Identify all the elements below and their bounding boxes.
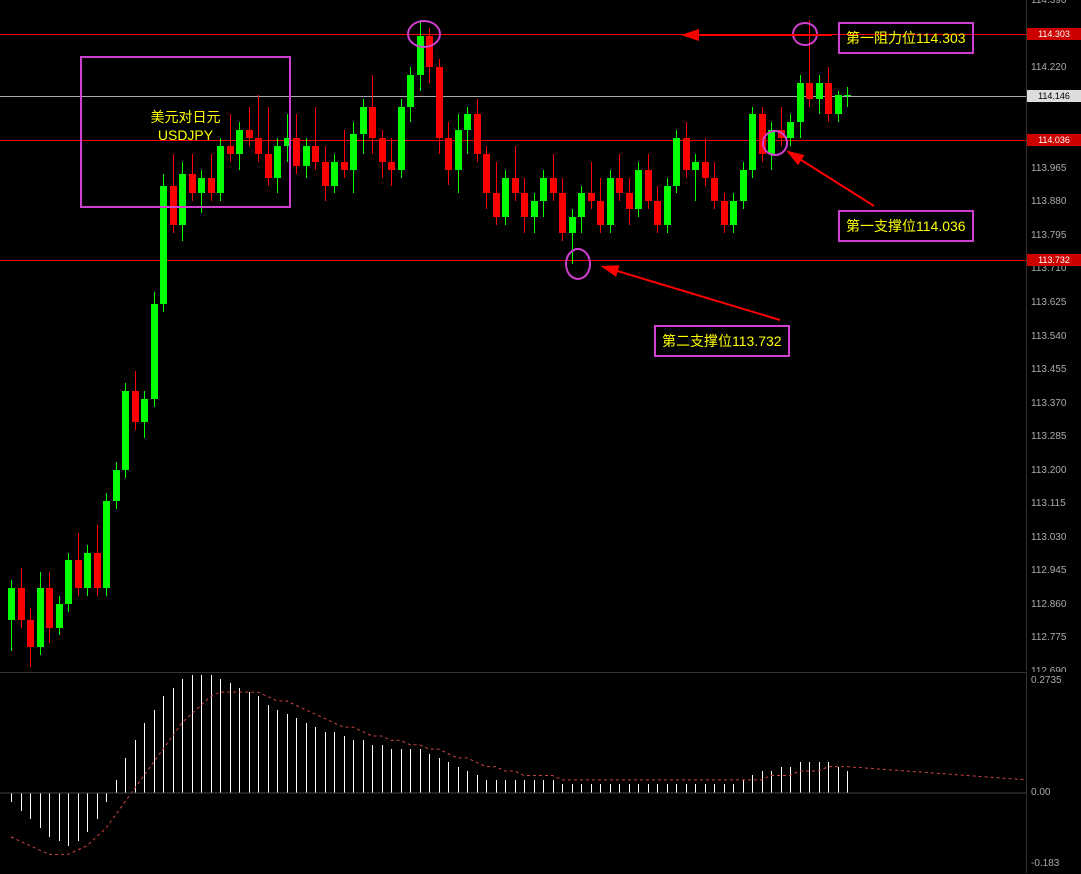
axis-tick: 112.775	[1031, 632, 1066, 643]
axis-tick: 113.030	[1031, 532, 1066, 543]
axis-tick: 113.285	[1031, 431, 1066, 442]
axis-tick: 113.625	[1031, 297, 1066, 308]
axis-tick: 113.880	[1031, 196, 1066, 207]
price-chart[interactable]: 美元对日元USDJPY 第一阻力位114.303 第一支撑位114.036 第二支撑位…	[0, 0, 1027, 671]
axis-tick: 113.965	[1031, 163, 1066, 174]
macd-chart[interactable]	[0, 672, 1027, 873]
axis-tick: 113.540	[1031, 331, 1066, 342]
price-tag: 114.146	[1027, 90, 1081, 102]
support2-label: 第二支撑位113.732	[654, 325, 790, 357]
price-tag: 113.732	[1027, 254, 1081, 266]
indicator-tick: 0.00	[1031, 787, 1050, 798]
price-tag: 114.303	[1027, 28, 1081, 40]
indicator-tick: -0.183	[1031, 858, 1059, 869]
symbol-name-cn: 美元对日元	[88, 107, 283, 127]
indicator-tick: 0.2735	[1031, 675, 1062, 686]
axis-tick: 112.945	[1031, 565, 1066, 576]
highlight-ellipse	[565, 248, 591, 280]
highlight-ellipse	[762, 130, 788, 156]
axis-tick: 113.115	[1031, 498, 1066, 509]
horizontal-line	[0, 260, 1026, 261]
indicator-axis: 0.2735 0.00 -0.183	[1026, 672, 1081, 872]
axis-tick: 112.860	[1031, 599, 1066, 610]
axis-tick: 113.200	[1031, 465, 1066, 476]
axis-tick: 114.220	[1031, 62, 1066, 73]
highlight-ellipse	[792, 22, 818, 46]
axis-tick: 113.795	[1031, 230, 1066, 241]
support1-label: 第一支撑位114.036	[838, 210, 974, 242]
axis-tick: 114.390	[1031, 0, 1066, 6]
symbol-label-box: 美元对日元USDJPY	[80, 56, 291, 208]
chart-container: 美元对日元USDJPY 第一阻力位114.303 第一支撑位114.036 第二支撑位…	[0, 0, 1081, 874]
price-axis: 114.390 114.303 114.220 114.146 114.036 113.9…	[1026, 0, 1081, 671]
axis-tick: 113.370	[1031, 398, 1066, 409]
macd-signal-line	[0, 673, 1026, 873]
axis-tick: 113.455	[1031, 364, 1066, 375]
symbol-name-en: USDJPY	[88, 127, 283, 143]
resistance1-label: 第一阻力位114.303	[838, 22, 974, 54]
highlight-ellipse	[407, 20, 441, 48]
price-tag: 114.036	[1027, 134, 1081, 146]
